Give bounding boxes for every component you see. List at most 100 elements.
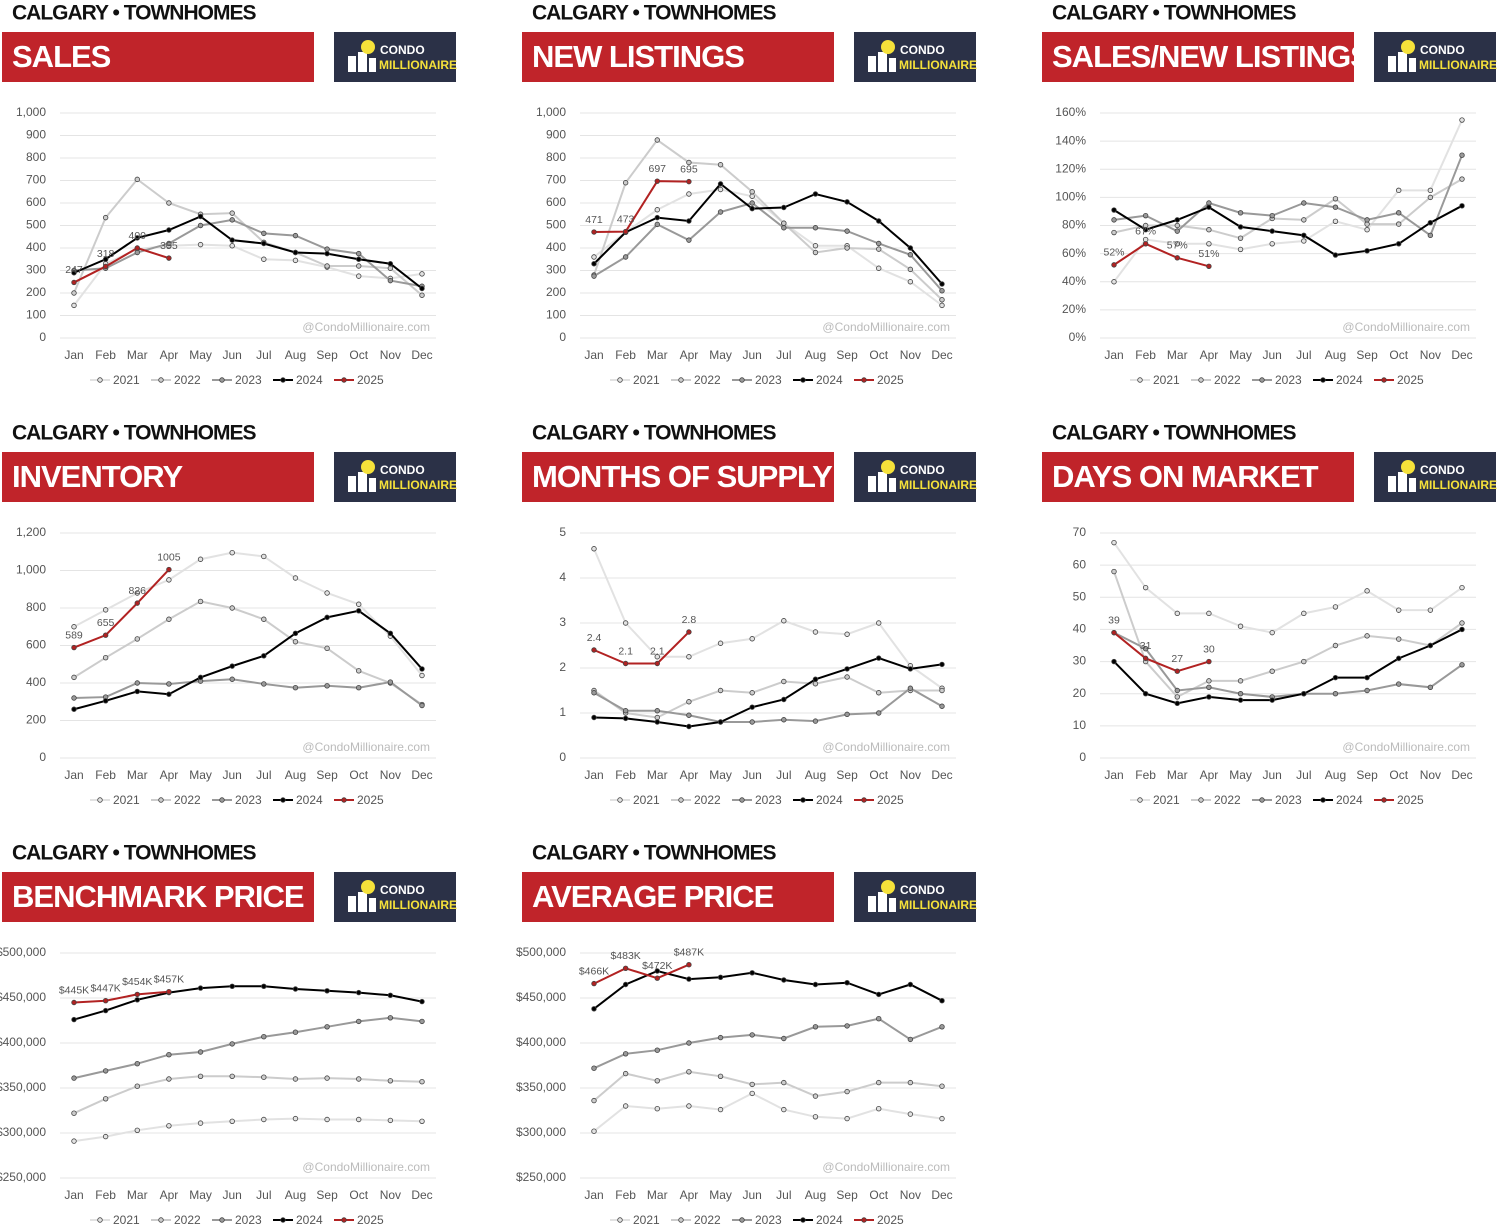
legend-label: 2023 — [755, 1213, 782, 1227]
data-point — [907, 279, 914, 285]
series-line — [73, 178, 423, 297]
data-point — [876, 655, 882, 661]
legend-marker — [861, 797, 867, 803]
y-tick-label: 900 — [546, 128, 566, 142]
data-point — [166, 691, 172, 697]
data-label: 51% — [1198, 248, 1219, 260]
data-point — [654, 719, 660, 725]
data-point — [356, 256, 362, 262]
data-point — [686, 629, 692, 635]
series-line — [593, 969, 943, 1010]
data-point — [1301, 238, 1307, 244]
data-point — [622, 715, 629, 722]
x-tick-label: Jan — [584, 1188, 603, 1202]
data-point — [749, 200, 755, 206]
logo-coin — [361, 40, 375, 54]
y-tick-label: 300 — [546, 263, 566, 277]
data-point — [1174, 228, 1180, 234]
data-point — [1332, 674, 1339, 681]
x-tick-label: Dec — [931, 348, 952, 362]
data-point — [1174, 694, 1180, 700]
data-point — [356, 608, 362, 614]
data-point — [1332, 691, 1339, 697]
chart-heading: CALGARY • TOWNHOMES — [12, 842, 256, 865]
series-line — [73, 1016, 423, 1080]
data-point — [1427, 607, 1434, 613]
data-label: 31 — [1140, 640, 1152, 652]
data-point — [654, 660, 660, 667]
x-tick-label: Sep — [836, 1188, 858, 1202]
x-tick-label: Apr — [1200, 348, 1219, 362]
logo-building — [889, 898, 896, 912]
x-tick-label: Feb — [95, 348, 116, 362]
data-point — [292, 1029, 299, 1035]
x-tick-label: May — [709, 348, 732, 362]
chart-title: NEW LISTINGS — [532, 39, 744, 74]
series-line — [593, 963, 690, 985]
logo-coin — [1401, 460, 1415, 474]
data-point — [1206, 227, 1212, 233]
series-line — [593, 180, 689, 234]
data-point — [907, 981, 914, 988]
data-point — [844, 1023, 850, 1029]
data-point — [134, 1127, 140, 1133]
y-tick-label: 60% — [1062, 246, 1086, 260]
x-tick-label: Jul — [776, 1188, 791, 1202]
data-point — [1364, 248, 1370, 254]
logo-building — [1388, 56, 1396, 72]
legend-label: 2021 — [113, 1213, 140, 1227]
data-point — [102, 997, 109, 1004]
data-point — [907, 685, 914, 691]
y-tick-label: $300,000 — [516, 1125, 566, 1139]
data-point — [261, 1074, 267, 1080]
chart-heading: CALGARY • TOWNHOMES — [12, 422, 256, 445]
data-label: 1005 — [157, 551, 181, 563]
y-tick-label: 200 — [546, 285, 566, 299]
legend-label: 2023 — [1275, 793, 1302, 807]
data-point — [1142, 212, 1149, 219]
legend-marker — [617, 797, 623, 803]
data-point — [812, 243, 819, 249]
data-point — [166, 227, 172, 233]
series-line — [1113, 628, 1463, 705]
data-point — [844, 1115, 850, 1122]
data-point — [1174, 255, 1180, 261]
data-point — [686, 723, 692, 730]
x-tick-label: Jul — [776, 768, 791, 782]
logo-line2: MILLIONAIRE — [1419, 58, 1497, 72]
chart-heading: CALGARY • TOWNHOMES — [532, 2, 776, 25]
data-point — [876, 1079, 882, 1086]
x-tick-label: Jan — [64, 1188, 83, 1202]
data-point — [781, 220, 787, 226]
data-point — [292, 232, 299, 239]
data-point — [622, 965, 629, 971]
logo-line1: CONDO — [380, 463, 425, 477]
data-point — [622, 1051, 629, 1057]
legend-label: 2025 — [357, 793, 384, 807]
legend-marker — [739, 797, 745, 803]
legend-marker — [800, 1217, 806, 1223]
y-tick-label: 800 — [26, 600, 46, 614]
data-point — [1396, 655, 1402, 662]
data-point — [591, 1097, 597, 1104]
chart-heading: CALGARY • TOWNHOMES — [532, 842, 776, 865]
data-point — [197, 213, 204, 220]
series-line — [593, 631, 690, 665]
x-tick-label: Sep — [1356, 768, 1378, 782]
data-point — [1396, 210, 1402, 216]
x-tick-label: Feb — [615, 1188, 636, 1202]
legend-label: 2021 — [633, 1213, 660, 1227]
x-tick-label: Aug — [285, 348, 306, 362]
data-point — [717, 640, 724, 646]
data-point — [387, 992, 394, 998]
data-point — [1427, 187, 1434, 194]
data-point — [1206, 241, 1212, 247]
x-tick-label: Jan — [584, 768, 603, 782]
data-point — [939, 1083, 945, 1089]
x-tick-label: Apr — [160, 768, 179, 782]
data-point — [1174, 222, 1180, 229]
x-tick-label: Mar — [647, 1188, 668, 1202]
legend-label: 2022 — [174, 373, 201, 387]
y-tick-label: $350,000 — [0, 1080, 46, 1094]
data-point — [939, 302, 945, 309]
